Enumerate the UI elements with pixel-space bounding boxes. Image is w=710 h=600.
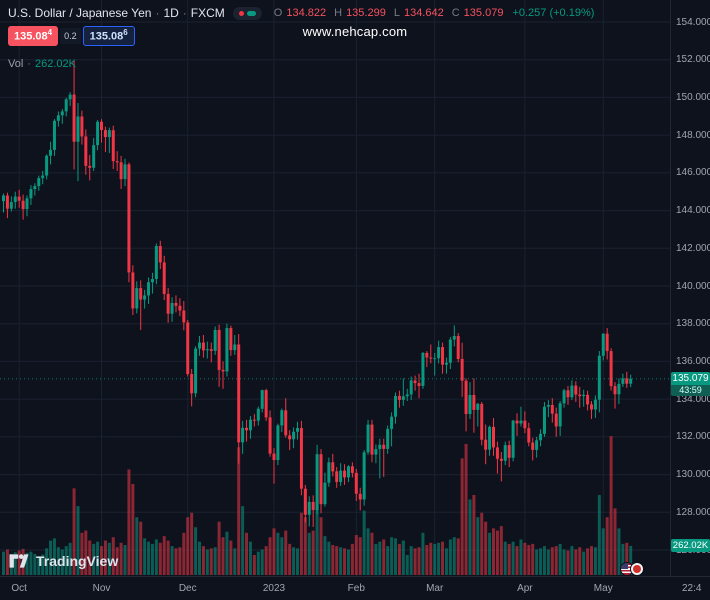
price-tick-label: 130.000 — [676, 469, 710, 481]
exchange-name[interactable]: FXCM — [190, 6, 225, 20]
separator-dot: · — [27, 57, 31, 70]
sell-button[interactable]: 135.084 — [8, 26, 59, 46]
economic-events-flags[interactable] — [620, 562, 644, 576]
price-tick-label: 134.000 — [676, 393, 710, 405]
open-value: 134.822 — [286, 7, 327, 19]
low-label: L — [393, 7, 400, 19]
time-tick-label: Nov — [92, 583, 111, 594]
buy-sell-widget: 135.084 0.2 135.086 — [8, 26, 594, 46]
separator-dot: · — [182, 6, 187, 20]
time-tick-label: 2023 — [262, 583, 286, 594]
symbol-name[interactable]: U.S. Dollar / Japanese Yen — [8, 6, 152, 20]
corner-clock[interactable]: 22:4 — [682, 583, 702, 594]
buy-price-fraction: 6 — [123, 28, 128, 37]
volume-axis-label: 262.02K — [671, 538, 710, 552]
sell-price-fraction: 4 — [47, 28, 53, 37]
low-value: 134.642 — [403, 7, 444, 19]
time-tick-label: Apr — [517, 583, 533, 594]
time-axis[interactable]: 22:4 Oct Nov Dec 2023 Feb Mar Apr May — [0, 576, 710, 600]
candlestick-chart-canvas[interactable] — [0, 0, 670, 576]
tradingview-logo[interactable]: TradingView — [8, 552, 118, 570]
price-tick-label: 132.000 — [676, 431, 710, 443]
candles — [2, 60, 633, 527]
buy-button[interactable]: 135.086 — [82, 26, 135, 46]
volume-legend-row[interactable]: Vol · 262.02K — [8, 58, 594, 70]
price-tick-label: 142.000 — [676, 242, 710, 254]
price-tick-label: 152.000 — [676, 54, 710, 66]
time-tick-label: Dec — [178, 583, 197, 594]
time-tick-label: Feb — [347, 583, 365, 594]
price-tick-label: 138.000 — [676, 318, 710, 330]
price-change: +0.257 (+0.19%) — [512, 7, 595, 19]
close-value: 135.079 — [463, 7, 504, 19]
price-tick-label: 148.000 — [676, 129, 710, 141]
legend-toggle-pill[interactable] — [232, 6, 262, 20]
green-dot-icon — [246, 10, 256, 16]
buy-price: 135.08 — [89, 30, 124, 43]
grid-lines — [0, 0, 670, 576]
symbol-legend-row: U.S. Dollar / Japanese Yen · 1D · FXCM O… — [8, 6, 594, 20]
last-price-value: 135.079 — [671, 371, 710, 385]
time-tick-label: May — [593, 583, 613, 594]
sell-price: 135.08 — [14, 30, 48, 43]
time-tick-label: Oct — [11, 583, 27, 594]
volume-bars — [2, 436, 633, 575]
timeframe[interactable]: 1D — [163, 6, 179, 20]
volume-label: Vol — [8, 57, 24, 70]
bar-countdown: 43:59 — [671, 384, 710, 396]
price-tick-label: 154.000 — [676, 16, 710, 28]
close-label: C — [451, 7, 460, 19]
red-dot-icon — [238, 10, 244, 16]
separator-dot: · — [155, 6, 160, 20]
price-tick-label: 144.000 — [676, 205, 710, 217]
jp-flag-icon — [630, 562, 644, 576]
high-value: 135.299 — [346, 7, 386, 19]
tradingview-logo-text: TradingView — [36, 553, 119, 569]
spread-value: 0.2 — [60, 27, 81, 44]
price-tick-label: 128.000 — [676, 506, 710, 518]
volume-value: 262.02K — [34, 57, 76, 70]
time-tick-label: Mar — [426, 583, 444, 594]
chart-legend: U.S. Dollar / Japanese Yen · 1D · FXCM O… — [8, 6, 594, 70]
watermark-text: www.nehcap.com — [302, 24, 408, 39]
open-label: O — [273, 7, 283, 19]
price-tick-label: 146.000 — [676, 167, 710, 179]
tradingview-logo-icon — [9, 554, 29, 568]
price-tick-label: 140.000 — [676, 280, 710, 292]
price-tick-label: 150.000 — [676, 91, 710, 103]
last-price-label[interactable]: 135.079 43:59 — [671, 371, 710, 396]
price-axis[interactable]: 154.000 152.000 150.000 148.000 146.000 144.0… — [670, 0, 710, 576]
price-tick-label: 136.000 — [676, 355, 710, 367]
high-label: H — [334, 7, 343, 19]
